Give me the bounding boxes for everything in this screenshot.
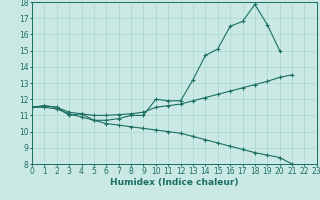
X-axis label: Humidex (Indice chaleur): Humidex (Indice chaleur) xyxy=(110,178,239,187)
